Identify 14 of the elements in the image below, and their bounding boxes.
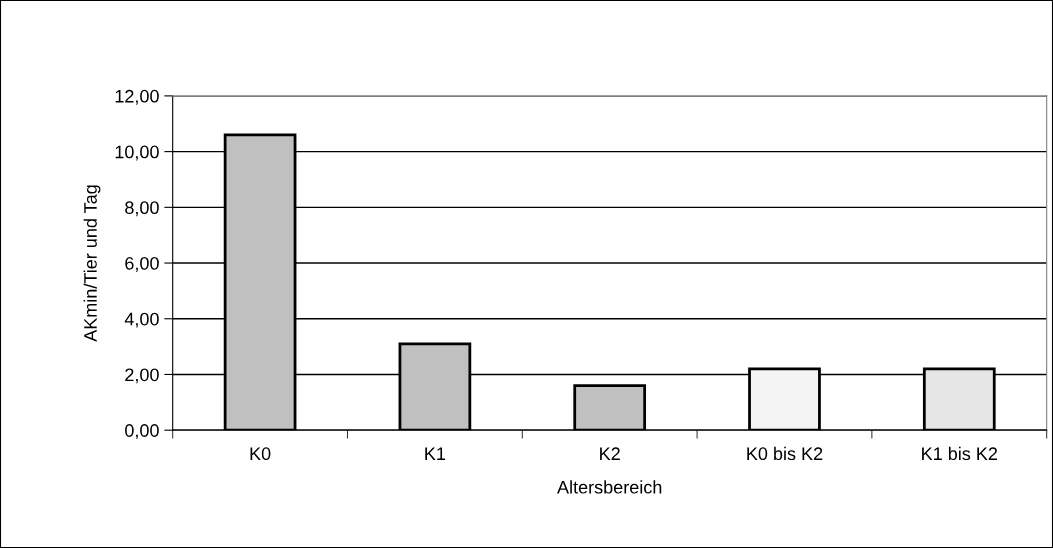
y-tick-label: 12,00 xyxy=(115,89,159,105)
y-tick-label: 0,00 xyxy=(125,424,159,440)
x-tick-label: K0 xyxy=(250,447,271,461)
y-tick-label: 4,00 xyxy=(124,312,159,328)
x-tick-label: K1 bis K2 xyxy=(922,446,998,461)
x-axis-title: Altersbereich xyxy=(557,480,662,494)
x-tick-label: K1 xyxy=(425,447,446,460)
y-tick-label: 8,00 xyxy=(125,201,159,217)
x-tick-label: K0 bis K2 xyxy=(747,446,823,461)
y-axis-title: AKmin/Tier und Tag xyxy=(83,185,101,342)
y-tick-label: 10,00 xyxy=(115,145,159,161)
y-tick-label: 2,00 xyxy=(125,368,159,384)
y-tick-label: 6,00 xyxy=(125,256,159,272)
x-tick-label: K2 xyxy=(600,447,620,460)
